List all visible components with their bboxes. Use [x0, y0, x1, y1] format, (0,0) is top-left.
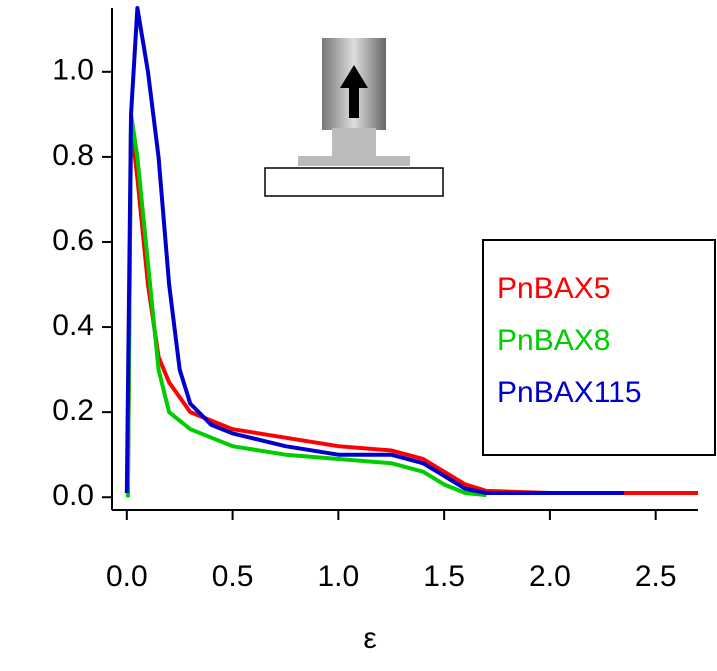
legend-label: PnBAX115 — [497, 376, 642, 409]
substrate — [264, 167, 444, 197]
legend-label: PnBAX8 — [497, 324, 610, 357]
x-tick-label: 2.5 — [635, 560, 677, 593]
x-axis-label: ε — [363, 622, 376, 655]
arrow — [340, 65, 368, 118]
x-tick-label: 0.5 — [212, 560, 254, 593]
film — [298, 156, 410, 166]
y-tick-label: 0.4 — [52, 309, 94, 342]
x-tick-label: 1.0 — [318, 560, 360, 593]
y-tick-label: 1.0 — [52, 54, 94, 87]
data-line — [124, 6, 624, 495]
x-tick-label: 0.0 — [106, 560, 148, 593]
x-tick-label: 1.5 — [423, 560, 465, 593]
probe-fibers — [332, 128, 376, 156]
y-tick-label: 0.2 — [52, 394, 94, 427]
data-line — [125, 112, 487, 498]
x-tick-label: 2.0 — [529, 560, 571, 593]
legend-label: PnBAX5 — [497, 272, 610, 305]
y-tick-label: 0.8 — [52, 139, 94, 172]
y-tick-label: 0.0 — [52, 479, 94, 512]
legend-box — [482, 239, 716, 456]
inset-illustration — [264, 38, 444, 197]
y-tick-label: 0.6 — [52, 224, 94, 257]
